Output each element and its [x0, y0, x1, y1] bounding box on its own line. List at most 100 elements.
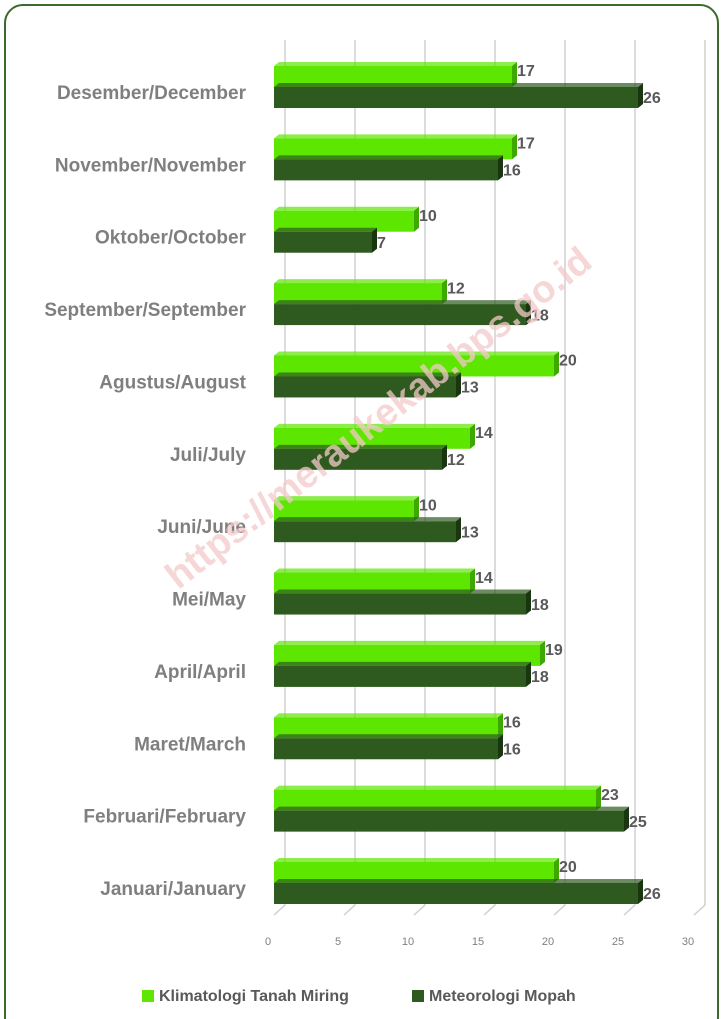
bar-top: [274, 589, 531, 594]
value-label: 26: [643, 90, 661, 107]
bar-face: [274, 427, 470, 449]
value-label: 17: [517, 136, 535, 153]
bar-face: [274, 883, 638, 904]
bar: [274, 134, 517, 160]
value-label: 13: [461, 524, 479, 541]
grid-line: [623, 40, 636, 916]
bar-side: [638, 879, 643, 904]
bar-top: [274, 568, 475, 573]
bar-face: [274, 572, 470, 594]
category-label: Mei/May: [172, 590, 246, 611]
bar-face: [274, 665, 526, 687]
bar: [274, 879, 643, 904]
x-tick-label: 25: [612, 936, 624, 948]
bar-top: [274, 640, 545, 645]
bar-side: [442, 444, 447, 470]
bar: [274, 568, 475, 594]
value-label: 16: [503, 741, 521, 758]
bar-top: [274, 858, 559, 862]
value-label: 16: [503, 714, 521, 731]
grid-line: [273, 40, 286, 916]
bar: [274, 372, 461, 398]
category-label: Januari/January: [100, 879, 246, 900]
bar-face: [274, 376, 456, 398]
category-label: Desember/December: [57, 83, 247, 104]
bar: [274, 806, 629, 832]
value-label: 18: [531, 669, 549, 686]
bar-top: [274, 351, 559, 356]
value-label: 14: [475, 425, 493, 442]
value-label: 10: [419, 497, 437, 514]
bar-top: [274, 372, 461, 377]
category-label: Juni/June: [157, 517, 246, 538]
bar-side: [414, 206, 419, 232]
bar: [274, 589, 531, 615]
bar-top: [274, 785, 601, 790]
bar: [274, 517, 461, 543]
category-label: Maret/March: [134, 734, 246, 755]
category-label: Oktober/October: [95, 228, 247, 249]
bar-side: [456, 517, 461, 543]
value-label: 25: [629, 814, 647, 831]
bar: [274, 206, 419, 232]
legend-label: Klimatologi Tanah Miring: [159, 988, 349, 1005]
bar-face: [274, 283, 442, 305]
bar: [274, 661, 531, 687]
bar-side: [596, 785, 601, 811]
legend-label: Meteorologi Mopah: [429, 988, 576, 1005]
bar-face: [274, 231, 372, 253]
bar-face: [274, 789, 596, 811]
bar-side: [414, 496, 419, 522]
value-label: 10: [419, 208, 437, 225]
bar-face: [274, 159, 498, 181]
x-tick-label: 15: [472, 936, 484, 948]
bar-face: [274, 87, 638, 108]
bar: [274, 640, 545, 666]
grid-line: [693, 40, 706, 916]
bar-top: [274, 83, 643, 87]
bar-face: [274, 448, 442, 470]
legend-swatch: [142, 990, 154, 1002]
x-tick-label: 30: [682, 936, 694, 948]
x-tick-label: 10: [402, 936, 414, 948]
bar-top: [274, 227, 377, 232]
bar-top: [274, 62, 517, 66]
bar-side: [456, 372, 461, 398]
category-label: Februari/February: [83, 807, 246, 828]
bar-face: [274, 521, 456, 543]
category-label: November/November: [55, 155, 247, 176]
value-label: 19: [545, 642, 563, 659]
bar-top: [274, 423, 475, 428]
bar: [274, 713, 503, 739]
bar-top: [274, 734, 503, 739]
bar: [274, 423, 475, 449]
bar: [274, 227, 377, 253]
bar: [274, 279, 447, 305]
bar-side: [554, 351, 559, 377]
bar-side: [638, 83, 643, 108]
bar-top: [274, 496, 419, 501]
value-label: 18: [531, 307, 549, 324]
grid-line: [413, 40, 426, 916]
grid-line: [343, 40, 356, 916]
bar-side: [470, 568, 475, 594]
bar-face: [274, 738, 498, 760]
bar-face: [274, 862, 554, 883]
bar-top: [274, 134, 517, 139]
bar: [274, 351, 559, 377]
bar-face: [274, 644, 540, 666]
bar-top: [274, 517, 461, 522]
value-label: 26: [643, 886, 661, 903]
category-label: Juli/July: [170, 445, 246, 466]
bar: [274, 155, 503, 181]
bar: [274, 858, 559, 883]
bar-face: [274, 355, 554, 377]
value-label: 18: [531, 597, 549, 614]
value-label: 20: [559, 353, 577, 370]
value-label: 20: [559, 859, 577, 876]
value-label: 14: [475, 570, 493, 587]
bar-top: [274, 155, 503, 160]
category-label: April/April: [154, 662, 246, 683]
bar-face: [274, 138, 512, 160]
